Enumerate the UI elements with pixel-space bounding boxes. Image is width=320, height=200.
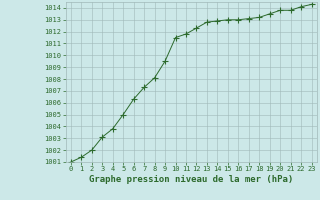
X-axis label: Graphe pression niveau de la mer (hPa): Graphe pression niveau de la mer (hPa) (89, 175, 293, 184)
